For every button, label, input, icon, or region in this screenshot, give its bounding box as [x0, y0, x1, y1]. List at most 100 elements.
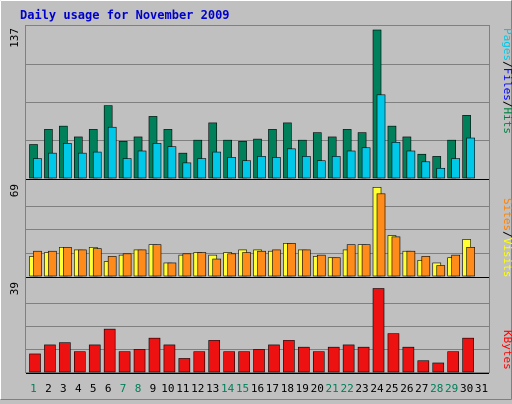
bar-files [391, 142, 401, 179]
bar-files [331, 156, 341, 179]
bar-kbytes [193, 351, 206, 373]
bar-files [48, 152, 57, 179]
bar-sites [48, 250, 57, 277]
bar-kbytes [268, 344, 280, 373]
bar-kbytes [44, 344, 56, 373]
bar-files [406, 150, 416, 179]
x-tick-label: 24 [370, 382, 384, 395]
bar-files [451, 158, 460, 179]
legend-hits-files-pages-part: Hits [501, 108, 512, 135]
ymax-label-visits-sites: 69 [8, 184, 21, 197]
bar-sites [406, 250, 416, 277]
bar-files [242, 160, 251, 179]
bar-sites [78, 249, 87, 277]
bar-files [167, 146, 177, 179]
x-tick-label: 14 [221, 382, 235, 395]
x-tick-label: 16 [251, 382, 264, 395]
bar-sites [376, 193, 386, 277]
bar-kbytes [253, 349, 265, 373]
x-tick-label: 19 [296, 382, 309, 395]
x-tick-label: 21 [326, 382, 339, 395]
bar-kbytes [447, 351, 459, 373]
bar-sites [242, 252, 251, 277]
bar-kbytes [417, 360, 430, 373]
legend-hits-files-pages-part: / [501, 61, 512, 68]
x-tick-label: 25 [385, 382, 398, 395]
bar-files [182, 162, 192, 179]
bar-kbytes [402, 346, 415, 373]
x-tick-label: 27 [415, 382, 428, 395]
bar-files [302, 156, 311, 179]
x-tick-label: 15 [236, 382, 249, 395]
bar-kbytes [74, 351, 86, 373]
x-tick-label: 3 [60, 382, 67, 395]
x-tick-label: 30 [460, 382, 473, 395]
bar-kbytes [283, 340, 295, 373]
bar-kbytes [342, 344, 355, 373]
bar-files [122, 158, 132, 179]
bar-sites [451, 254, 460, 277]
x-tick-label: 11 [176, 382, 189, 395]
legend-visits-sites-part: Visits [501, 238, 512, 278]
bar-kbytes [357, 346, 370, 373]
x-tick-label: 4 [75, 382, 82, 395]
bar-kbytes [387, 333, 400, 373]
bar-files [137, 150, 147, 179]
bar-files [197, 158, 207, 179]
bar-kbytes [312, 351, 325, 373]
bar-sites [167, 262, 177, 277]
x-tick-label: 22 [340, 382, 353, 395]
x-tick-label: 8 [135, 382, 142, 395]
bar-files [33, 158, 42, 179]
bar-files [227, 157, 236, 179]
x-tick-label: 28 [430, 382, 443, 395]
bar-sites [137, 249, 147, 277]
bar-kbytes [238, 351, 250, 373]
x-tick-label: 9 [150, 382, 157, 395]
bar-kbytes [29, 353, 41, 373]
ymax-label-kbytes: 39 [8, 282, 21, 295]
bar-files [107, 126, 117, 179]
bar-sites [287, 243, 296, 277]
bar-kbytes [178, 358, 191, 373]
bar-kbytes [327, 346, 340, 373]
x-tick-label: 17 [266, 382, 279, 395]
bar-files [212, 151, 222, 179]
x-tick-label: 18 [281, 382, 294, 395]
legend-hits-files-pages-part: Files [501, 68, 512, 101]
bar-kbytes [103, 328, 116, 373]
panel-visits-sites: 69 [8, 184, 489, 278]
bar-sites [331, 257, 341, 277]
bar-kbytes [88, 344, 101, 373]
legend-kbytes: KBytes [501, 330, 512, 370]
bar-sites [182, 253, 192, 277]
bar-kbytes [133, 349, 146, 373]
x-tick-label: 31 [475, 382, 488, 395]
bar-files [78, 152, 87, 179]
bar-sites [227, 253, 236, 277]
bar-sites [361, 244, 371, 277]
bar-kbytes [298, 346, 310, 373]
bar-sites [152, 244, 162, 277]
bar-sites [33, 250, 42, 277]
bar-sites [122, 253, 132, 277]
bar-kbytes [432, 362, 445, 373]
bar-kbytes [223, 351, 235, 373]
bar-sites [436, 265, 446, 277]
x-tick-label: 20 [311, 382, 324, 395]
x-tick-label: 10 [161, 382, 174, 395]
legend-visits-sites: Sites/Visits [501, 198, 512, 278]
bar-files [152, 143, 162, 179]
x-tick-label: 7 [120, 382, 127, 395]
bar-files [287, 148, 296, 179]
bar-sites [316, 254, 326, 277]
bar-files [466, 137, 475, 179]
bar-files [92, 151, 102, 179]
x-tick-label: 13 [206, 382, 219, 395]
legend-hits-files-pages-part: / [501, 101, 512, 108]
bar-sites [346, 244, 356, 277]
x-tick-label: 5 [90, 382, 97, 395]
